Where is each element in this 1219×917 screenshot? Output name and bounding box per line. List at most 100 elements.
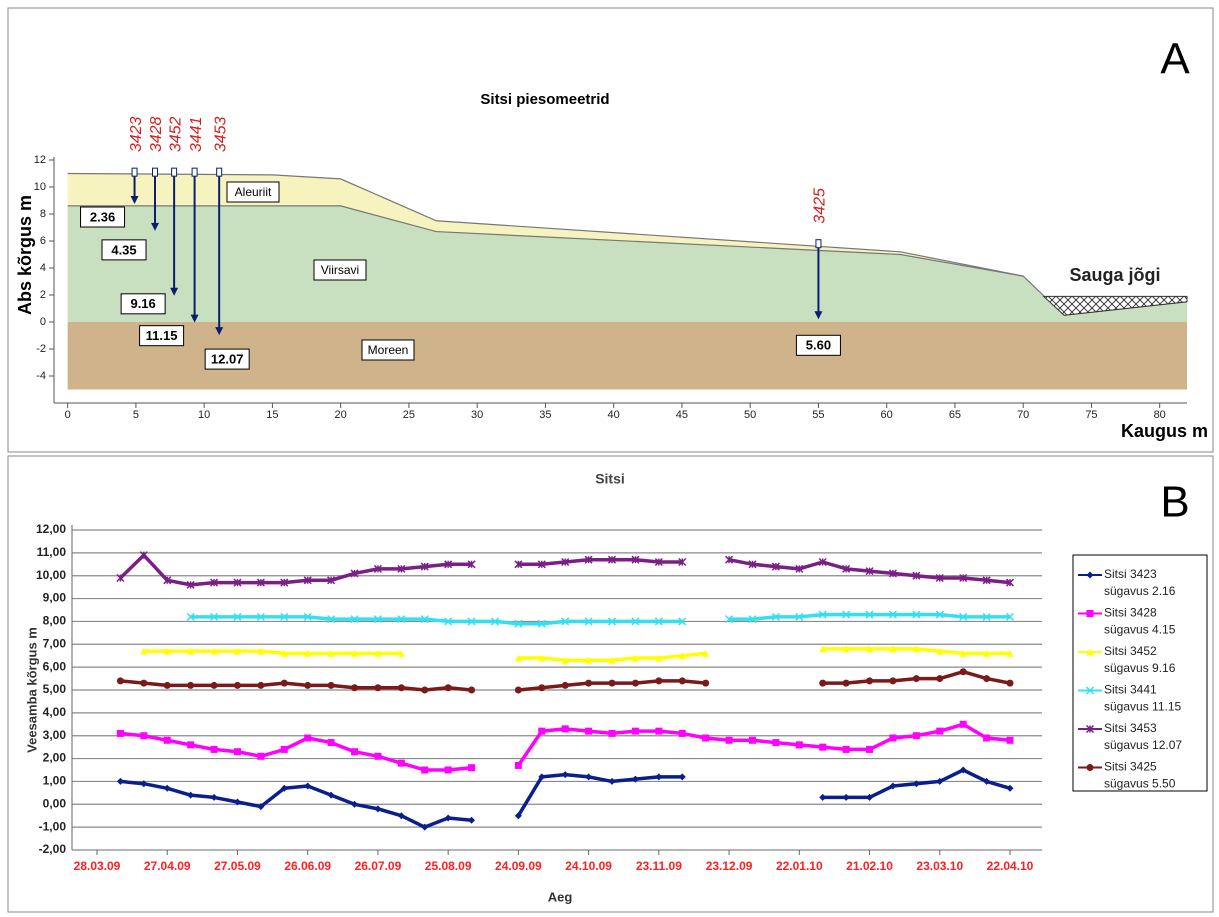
x-tick-label: 35 xyxy=(539,409,551,421)
point xyxy=(631,775,639,783)
point xyxy=(351,649,359,657)
y-axis-label: Veesamba kõrgus m xyxy=(24,627,39,753)
arrow-head xyxy=(190,314,199,323)
point xyxy=(1006,679,1014,687)
depth-label: 11.15 xyxy=(146,328,178,343)
point xyxy=(842,564,851,573)
point xyxy=(327,576,336,585)
x-tick-label: 65 xyxy=(949,409,961,421)
point xyxy=(983,649,991,657)
point xyxy=(233,681,241,689)
point xyxy=(678,773,686,781)
piezometer-head xyxy=(216,167,223,177)
point xyxy=(561,557,570,567)
point xyxy=(818,610,827,619)
point xyxy=(397,684,405,692)
x-tick-label: 23.03.10 xyxy=(916,859,963,873)
y-tick-label: 10 xyxy=(34,181,46,193)
point xyxy=(819,743,827,751)
point xyxy=(468,764,476,772)
point xyxy=(795,564,804,573)
point xyxy=(678,557,687,567)
depth-label: 5.60 xyxy=(806,338,831,353)
point xyxy=(561,681,569,689)
piezometer-head xyxy=(152,167,159,177)
legend-label: Sitsi 3425 sügavus 5.50 xyxy=(1104,760,1176,791)
point xyxy=(818,557,827,567)
x-tick-label: 60 xyxy=(881,409,893,421)
x-tick-label: 24.10.09 xyxy=(565,859,612,873)
point xyxy=(514,654,522,662)
series-line xyxy=(120,722,1011,772)
point xyxy=(936,727,944,735)
x-tick-label: 28.03.09 xyxy=(74,859,121,873)
point xyxy=(397,812,405,820)
y-tick-label: 8 xyxy=(40,208,46,220)
depth-label: 4.35 xyxy=(111,242,136,257)
point xyxy=(351,748,359,756)
y-tick-label: 4,00 xyxy=(43,705,67,719)
point xyxy=(233,798,241,806)
x-tick-label: 30 xyxy=(471,409,483,421)
point xyxy=(607,555,617,564)
point xyxy=(725,555,734,564)
y-tick-label: 1,00 xyxy=(43,774,67,788)
layer-label-box xyxy=(313,259,367,281)
point xyxy=(888,569,897,578)
point xyxy=(163,681,171,689)
y-axis-label: Abs kõrgus m xyxy=(15,195,35,315)
point xyxy=(187,647,195,655)
point xyxy=(935,610,944,619)
piezometer-head xyxy=(191,167,198,177)
point xyxy=(210,647,218,655)
point xyxy=(444,560,453,569)
point xyxy=(585,727,593,735)
point xyxy=(374,684,382,692)
point xyxy=(420,562,429,571)
arrow-head xyxy=(215,327,224,336)
x-tick-label: 40 xyxy=(608,409,620,421)
point xyxy=(561,771,569,779)
point xyxy=(140,780,148,788)
x-tick-label: 22.01.10 xyxy=(776,859,823,873)
x-tick-label: 70 xyxy=(1017,409,1029,421)
point xyxy=(280,784,288,792)
point xyxy=(795,741,803,749)
arrow-head xyxy=(170,287,179,296)
x-tick-label: 24.09.09 xyxy=(495,859,542,873)
point xyxy=(585,679,593,687)
y-tick-label: 7,00 xyxy=(43,636,67,650)
point xyxy=(959,766,967,774)
layer-label: Moreen xyxy=(368,343,409,357)
piezometer-head xyxy=(131,167,138,177)
point xyxy=(327,615,336,624)
point xyxy=(1005,612,1015,621)
point xyxy=(725,736,733,744)
point xyxy=(819,679,827,687)
point xyxy=(140,647,148,655)
point xyxy=(327,649,335,657)
point xyxy=(374,752,382,760)
point xyxy=(351,800,359,808)
point xyxy=(912,645,920,653)
x-tick-label: 20 xyxy=(335,409,347,421)
point xyxy=(842,793,850,801)
point xyxy=(397,564,406,573)
point xyxy=(1006,736,1014,744)
point xyxy=(256,612,265,621)
point xyxy=(514,560,523,569)
point xyxy=(936,675,944,683)
point xyxy=(936,647,944,655)
y-tick-label: 9,00 xyxy=(43,591,67,605)
point xyxy=(537,619,546,628)
point xyxy=(350,615,359,624)
piezometer-name: 3441 xyxy=(188,117,205,153)
point xyxy=(584,555,593,564)
point xyxy=(561,656,569,664)
x-tick-label: 45 xyxy=(676,409,688,421)
point xyxy=(702,679,710,687)
x-tick-label: 80 xyxy=(1154,409,1166,421)
point xyxy=(983,777,991,785)
depth-label-box xyxy=(101,239,147,261)
point xyxy=(585,773,593,781)
